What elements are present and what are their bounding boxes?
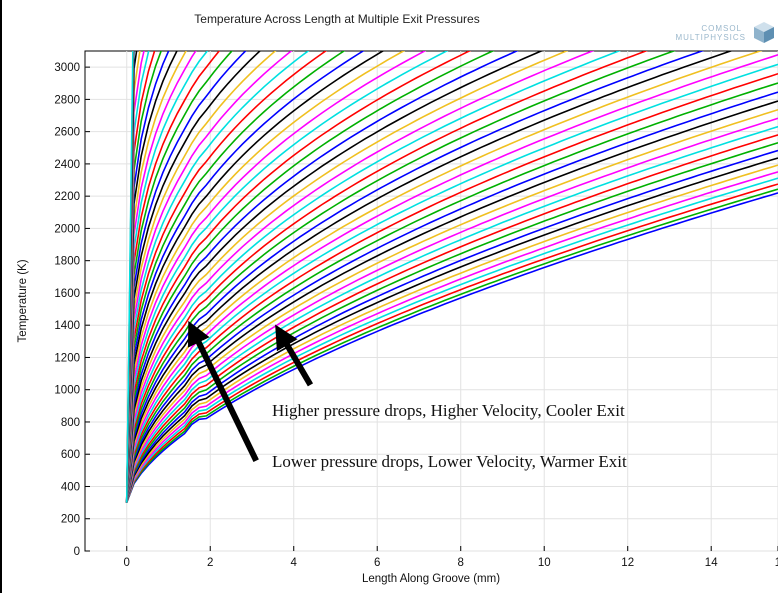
series-line-10 <box>125 134 778 503</box>
series-line-26 <box>125 51 595 503</box>
series-line-36 <box>125 51 365 503</box>
series-line-9 <box>125 142 778 503</box>
series-line-20 <box>125 51 763 503</box>
series-line-35 <box>125 51 385 503</box>
series-line-33 <box>125 51 427 503</box>
x-tick-label-7: 14 <box>705 557 718 569</box>
series-line-14 <box>125 100 778 503</box>
y-tick-label-1: 200 <box>61 514 80 526</box>
series-line-18 <box>125 63 778 503</box>
series-line-39 <box>125 51 310 503</box>
series-line-29 <box>125 51 519 503</box>
annotation-arrow-2 <box>187 320 259 462</box>
series-line-2 <box>125 188 778 503</box>
logo-cube-icon <box>754 22 774 43</box>
comsol-logo: COMSOL MULTIPHYSICS <box>675 22 774 43</box>
series-line-17 <box>125 72 778 503</box>
x-tick-label-0: 0 <box>124 557 130 569</box>
logo-line-2: MULTIPHYSICS <box>675 33 746 42</box>
x-axis-ticks: 0 2 4 6 8 10 12 14 1 <box>124 546 778 569</box>
y-tick-label-6: 1200 <box>54 352 80 364</box>
series-line-27 <box>125 51 569 503</box>
y-tick-label-5: 1000 <box>54 385 80 397</box>
series-line-15 <box>125 91 778 503</box>
y-tick-label-8: 1600 <box>54 288 80 300</box>
series-line-3 <box>125 183 778 503</box>
series-line-22 <box>125 51 705 503</box>
y-tick-label-10: 2000 <box>54 223 80 235</box>
series-line-19 <box>125 54 778 503</box>
series-line-40 <box>125 51 293 503</box>
y-tick-label-11: 2200 <box>54 191 80 203</box>
series-line-21 <box>125 51 734 503</box>
series-line-6 <box>125 164 778 503</box>
y-tick-label-14: 2800 <box>54 94 80 106</box>
x-tick-label-5: 10 <box>538 557 551 569</box>
x-tick-label-8: 1 <box>775 557 778 569</box>
series-line-4 <box>125 177 778 503</box>
series-line-16 <box>125 82 778 503</box>
series-line-34 <box>125 51 406 503</box>
y-tick-label-9: 1800 <box>54 256 80 268</box>
x-axis-label: Length Along Groove (mm) <box>362 573 500 585</box>
series-line-38 <box>125 51 328 503</box>
series-line-13 <box>125 108 778 503</box>
annotation-higher-pressure: Higher pressure drops, Higher Velocity, … <box>272 401 625 420</box>
series-line-31 <box>125 51 472 503</box>
series-group <box>125 51 778 503</box>
annotation-arrow-1 <box>275 324 314 387</box>
x-tick-label-4: 8 <box>458 557 464 569</box>
series-line-37 <box>125 51 346 503</box>
x-tick-label-2: 4 <box>291 557 298 569</box>
chart-title: Temperature Across Length at Multiple Ex… <box>194 12 479 26</box>
series-line-25 <box>125 51 622 503</box>
series-line-12 <box>125 117 778 503</box>
y-tick-label-12: 2400 <box>54 159 80 171</box>
y-tick-label-2: 400 <box>61 481 80 493</box>
series-line-7 <box>125 157 778 503</box>
x-tick-label-6: 12 <box>621 557 634 569</box>
y-axis-label: Temperature (K) <box>17 259 29 342</box>
y-tick-label-3: 600 <box>61 449 80 461</box>
series-line-24 <box>125 51 649 503</box>
series-line-30 <box>125 51 495 503</box>
y-tick-label-0: 0 <box>74 546 80 558</box>
annotation-arrows <box>187 320 314 462</box>
annotation-lower-pressure: Lower pressure drops, Lower Velocity, Wa… <box>272 452 627 471</box>
y-tick-label-7: 1400 <box>54 320 80 332</box>
series-line-32 <box>125 51 449 503</box>
y-tick-label-4: 800 <box>61 417 80 429</box>
series-line-42 <box>125 51 262 503</box>
series-line-23 <box>125 51 677 503</box>
x-tick-label-1: 2 <box>207 557 213 569</box>
logo-line-1: COMSOL <box>701 24 742 33</box>
series-line-43 <box>125 51 247 503</box>
y-tick-label-15: 3000 <box>54 62 80 74</box>
y-axis-ticks: 0 200 400 600 800 1000 1200 1400 1600 1800 2000 220… <box>54 62 90 558</box>
series-line-1 <box>125 192 778 503</box>
series-line-11 <box>125 125 778 503</box>
series-line-5 <box>125 171 778 503</box>
y-tick-label-13: 2600 <box>54 127 80 139</box>
series-line-28 <box>125 51 544 503</box>
series-line-41 <box>125 51 277 503</box>
x-tick-label-3: 6 <box>374 557 380 569</box>
series-line-8 <box>125 149 778 503</box>
